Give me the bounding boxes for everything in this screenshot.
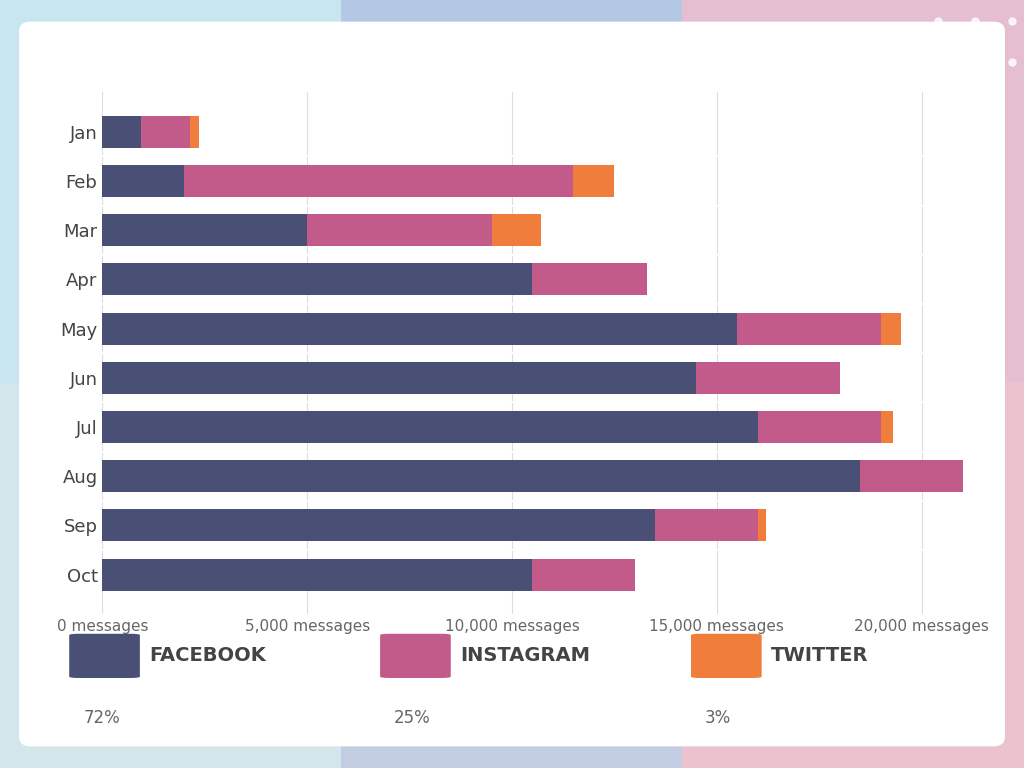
Bar: [102, 116, 141, 148]
Bar: [532, 263, 647, 296]
Bar: [492, 214, 541, 247]
Bar: [102, 214, 307, 247]
Bar: [963, 460, 995, 492]
Text: 25%: 25%: [394, 709, 431, 727]
Bar: [102, 460, 860, 492]
FancyBboxPatch shape: [691, 634, 762, 678]
Bar: [881, 313, 901, 345]
Bar: [696, 362, 840, 394]
Text: 72%: 72%: [83, 709, 120, 727]
Text: INSTAGRAM: INSTAGRAM: [460, 647, 590, 665]
Text: TWITTER: TWITTER: [771, 647, 868, 665]
Bar: [184, 165, 573, 197]
Bar: [758, 411, 881, 443]
Bar: [655, 509, 758, 541]
Bar: [860, 460, 963, 492]
Bar: [758, 509, 766, 541]
Bar: [102, 509, 655, 541]
Bar: [573, 165, 614, 197]
Bar: [102, 165, 184, 197]
Bar: [141, 116, 190, 148]
FancyBboxPatch shape: [380, 634, 451, 678]
Text: 3%: 3%: [706, 709, 731, 727]
Bar: [102, 411, 758, 443]
FancyBboxPatch shape: [20, 23, 1004, 745]
Bar: [881, 411, 893, 443]
Bar: [102, 362, 696, 394]
Bar: [102, 263, 532, 296]
FancyBboxPatch shape: [70, 634, 140, 678]
Bar: [102, 313, 737, 345]
Bar: [190, 116, 199, 148]
Bar: [532, 558, 635, 591]
Bar: [102, 558, 532, 591]
Bar: [737, 313, 881, 345]
Text: FACEBOOK: FACEBOOK: [150, 647, 266, 665]
Bar: [307, 214, 492, 247]
